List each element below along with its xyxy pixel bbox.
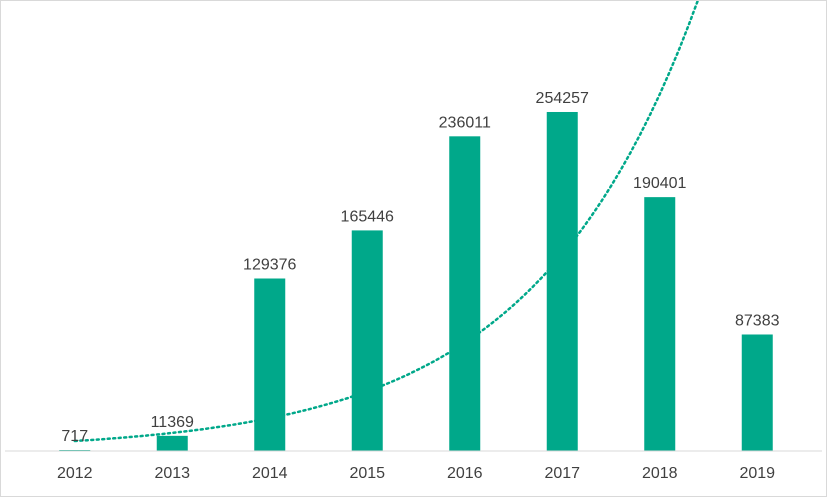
bar-2013 xyxy=(156,435,188,451)
x-tick-2019: 2019 xyxy=(739,465,775,482)
bar-2015 xyxy=(351,230,383,451)
data-label-2016: 236011 xyxy=(439,114,491,131)
x-tick-2015: 2015 xyxy=(349,465,385,482)
bar-2017 xyxy=(546,111,578,452)
x-tick-labels-group: 2012 2013 2014 2015 2016 2017 2018 2019 xyxy=(57,465,775,482)
x-tick-2018: 2018 xyxy=(642,465,678,482)
x-tick-2016: 2016 xyxy=(447,465,483,482)
data-label-2017: 254257 xyxy=(536,90,589,107)
data-label-2015: 165446 xyxy=(341,208,394,225)
bar-2019 xyxy=(741,334,773,451)
trendline xyxy=(73,0,700,443)
bar-2018 xyxy=(644,197,676,451)
data-label-2013: 11369 xyxy=(151,414,194,431)
bar-2014 xyxy=(254,278,286,451)
x-tick-2013: 2013 xyxy=(154,465,190,482)
x-tick-2012: 2012 xyxy=(57,465,93,482)
bar-2016 xyxy=(449,136,481,451)
data-label-2014: 129376 xyxy=(243,256,296,273)
data-label-2019: 87383 xyxy=(735,312,780,329)
data-labels-group: 717 11369 129376 165446 236011 254257 190401 87… xyxy=(61,90,779,445)
data-label-2012: 717 xyxy=(61,428,88,445)
x-tick-2014: 2014 xyxy=(252,465,288,482)
bars-group xyxy=(59,111,773,452)
data-label-2018: 190401 xyxy=(633,175,686,192)
x-tick-2017: 2017 xyxy=(544,465,580,482)
